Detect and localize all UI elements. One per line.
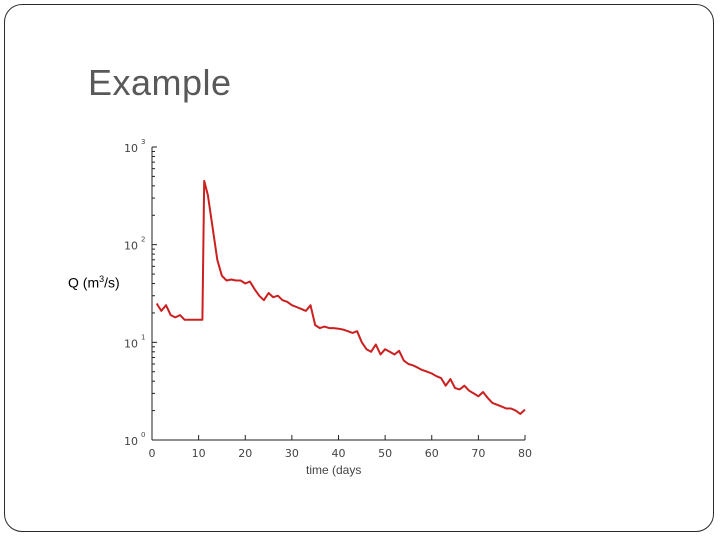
y-tick-label: 10 — [124, 142, 138, 155]
y-tick-label-exponent: 3 — [141, 138, 145, 146]
discharge-series-line — [155, 179, 526, 415]
y-axis-label-suffix: /s) — [104, 274, 120, 291]
y-tick-label-exponent: 2 — [141, 236, 145, 244]
y-axis-label: Q (m3/s) — [68, 274, 120, 291]
chart-ticks: 10 010 110 210 30 10 20 30 40 50 60 70 80 — [124, 138, 532, 460]
y-tick-label: 10 — [124, 435, 138, 448]
x-tick-label: 10 — [192, 447, 206, 460]
y-tick-label: 10 — [124, 337, 138, 350]
x-tick-label: 40 — [332, 447, 346, 460]
x-tick-label: 70 — [471, 447, 485, 460]
y-tick-label-exponent: 1 — [141, 333, 145, 341]
y-axis-label-text: Q (m — [68, 274, 100, 291]
y-axis-label-sup: 3 — [99, 274, 105, 284]
chart-axes — [151, 147, 525, 441]
slide-title: Example — [88, 62, 232, 103]
y-tick-label: 10 — [124, 240, 138, 253]
slide-frame — [4, 4, 714, 532]
x-axis-label: time (days — [306, 463, 362, 477]
x-tick-label: 60 — [425, 447, 439, 460]
x-tick-label: 20 — [238, 447, 252, 460]
x-tick-label: 30 — [285, 447, 299, 460]
chart-series — [155, 179, 526, 415]
x-tick-label: 80 — [518, 447, 532, 460]
x-tick-label: 0 — [149, 447, 156, 460]
y-tick-label-exponent: 0 — [141, 431, 145, 439]
x-tick-label: 50 — [378, 447, 392, 460]
